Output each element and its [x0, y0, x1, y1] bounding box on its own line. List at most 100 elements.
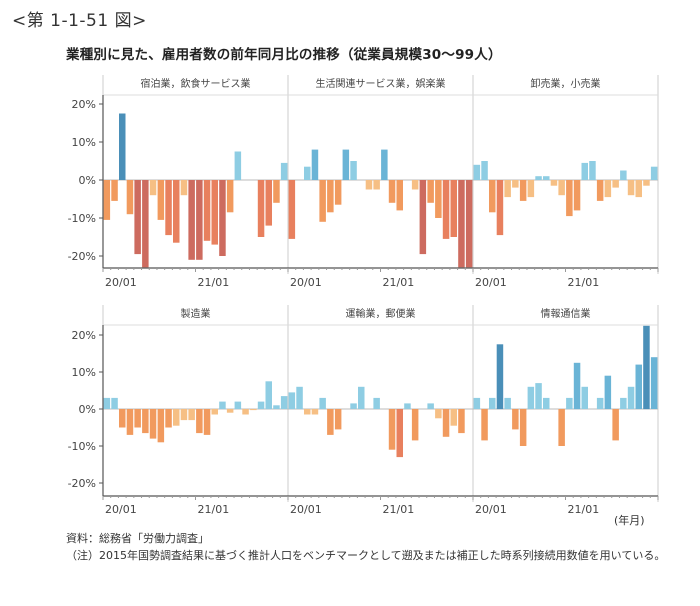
x-tick-label: 20/01 [290, 503, 322, 516]
bar [473, 397, 481, 409]
x-tick-label: 21/01 [198, 276, 230, 289]
bar [273, 180, 280, 203]
bar [142, 409, 149, 434]
bar [612, 180, 619, 188]
x-tick-label: 21/01 [568, 276, 600, 289]
bar [604, 180, 612, 198]
panel-title: 宿泊業，飲食サービス業 [141, 77, 251, 90]
x-tick-label: 20/01 [290, 276, 322, 289]
bar [334, 180, 342, 205]
bar [512, 409, 519, 430]
x-tick-label: 21/01 [383, 276, 415, 289]
bar [126, 409, 134, 435]
bar [304, 409, 311, 415]
bar [550, 180, 558, 186]
bar [365, 180, 373, 190]
bar [211, 180, 218, 245]
bar [489, 397, 496, 409]
x-tick-label: 20/01 [105, 276, 137, 289]
footnote: （注）2015年国勢調査結果に基づく推計人口をベンチマークとして遡及または補正し… [66, 549, 666, 562]
bar [435, 409, 442, 419]
bar [311, 149, 319, 180]
bar [450, 409, 457, 426]
bar [288, 180, 296, 239]
bar [442, 409, 450, 437]
bar [165, 409, 172, 428]
panel-title: 情報通信業 [541, 307, 591, 320]
bar [173, 180, 180, 243]
bar [119, 113, 126, 180]
bar [643, 180, 650, 186]
x-tick-label: 20/01 [105, 503, 137, 516]
figure-number: <第 1-1-51 図> [12, 11, 147, 31]
bar [388, 180, 396, 203]
bar [103, 397, 111, 409]
bar [535, 383, 542, 409]
bar [311, 409, 319, 415]
bar [196, 180, 203, 260]
x-tick-label: 21/01 [383, 503, 415, 516]
bar [265, 180, 272, 226]
y-tick-label: -20% [68, 250, 96, 263]
bar [111, 180, 118, 201]
bar [396, 409, 403, 458]
bar [373, 180, 380, 190]
chart-title: 業種別に見た、雇用者数の前年同月比の推移（従業員規模30〜99人） [66, 47, 502, 63]
bar [527, 386, 535, 409]
bar [327, 180, 334, 213]
bar [535, 176, 542, 180]
bar [527, 180, 535, 198]
bar [604, 375, 612, 409]
bar [242, 409, 249, 415]
bar [458, 409, 465, 434]
bar [519, 180, 527, 201]
y-tick-label: 10% [72, 366, 96, 379]
bar [512, 180, 519, 188]
y-tick-label: 20% [72, 98, 96, 111]
bar [650, 166, 658, 180]
y-tick-label: -10% [68, 440, 96, 453]
y-tick-label: 0% [79, 174, 96, 187]
bar [473, 164, 481, 180]
bar [543, 176, 550, 180]
bar [180, 409, 188, 421]
bar [157, 180, 165, 220]
bar [566, 180, 573, 217]
bar [273, 405, 280, 409]
bar [257, 401, 265, 409]
bar [620, 397, 627, 409]
y-tick-label: 0% [79, 403, 96, 416]
bar [427, 180, 434, 203]
x-tick-label: 21/01 [568, 503, 600, 516]
y-tick-label: -20% [68, 477, 96, 490]
bar [411, 180, 419, 190]
bar [504, 397, 511, 409]
bar [350, 403, 357, 409]
bar [265, 381, 272, 410]
bar [188, 180, 195, 260]
bar [411, 409, 419, 441]
panel-title: 生活関連サービス業，娯楽業 [316, 77, 446, 90]
bar [635, 180, 642, 198]
bar [388, 409, 396, 450]
bar [558, 409, 565, 446]
panel-title: 運輸業，郵便業 [346, 307, 416, 320]
bar [134, 180, 141, 255]
bar [581, 162, 588, 180]
bar [234, 401, 242, 409]
bar [573, 180, 581, 211]
bar [103, 180, 111, 220]
bar [620, 170, 627, 180]
bar [358, 386, 365, 409]
bar [165, 180, 172, 236]
bar [519, 409, 527, 446]
bar [180, 180, 188, 196]
x-tick-label: 20/01 [475, 276, 507, 289]
panel-title: 卸売業，小売業 [531, 77, 601, 90]
bar [219, 401, 226, 409]
bar [157, 409, 165, 443]
bar [334, 409, 342, 430]
bar [203, 409, 211, 435]
bar [627, 180, 635, 196]
